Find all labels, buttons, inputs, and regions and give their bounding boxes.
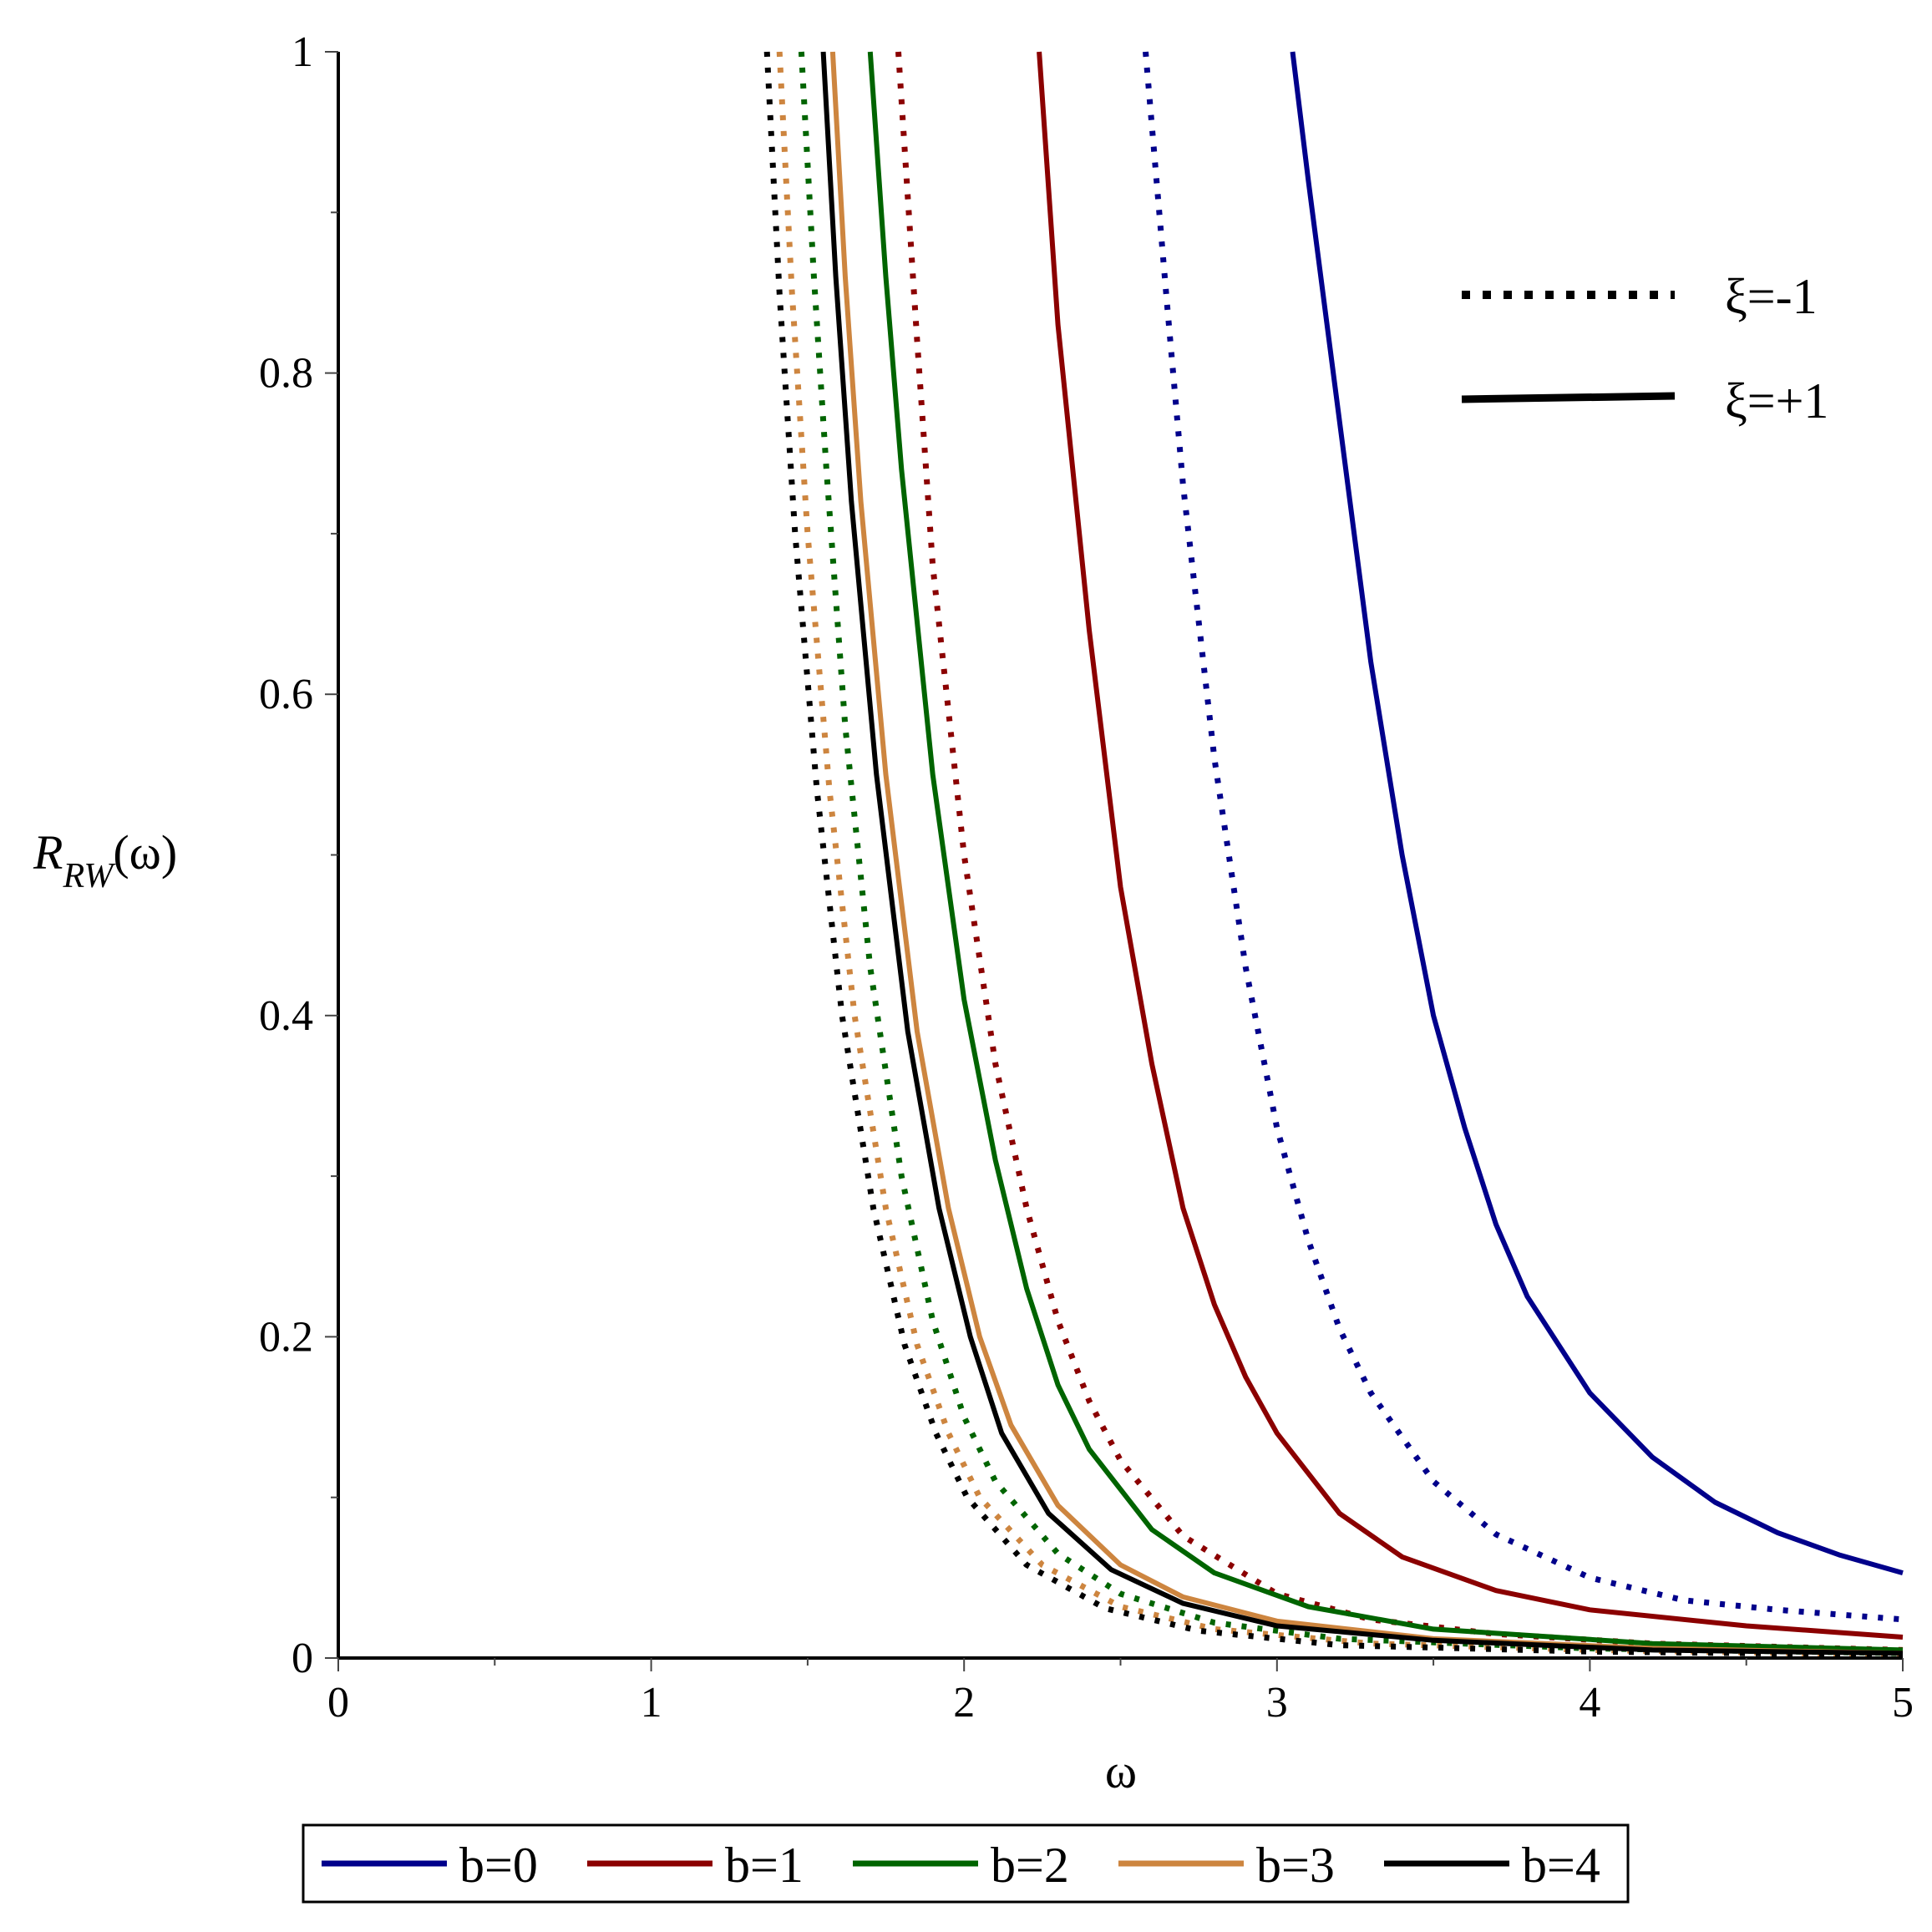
curves-layer bbox=[763, 51, 1904, 1658]
y-tick-label: 0.8 bbox=[259, 350, 313, 398]
style-legend-line-solid bbox=[1461, 392, 1676, 403]
x-tick-label: 0 bbox=[327, 1679, 349, 1727]
series-line-b2-xi-plus1 bbox=[867, 51, 1904, 1653]
series-line-b0-xi-plus1 bbox=[1290, 51, 1904, 1575]
y-tick-label: 1 bbox=[292, 28, 313, 76]
x-tick-label: 1 bbox=[641, 1679, 662, 1727]
style-legend-label: ξ=-1 bbox=[1725, 269, 1818, 324]
x-tick-label: 4 bbox=[1579, 1679, 1600, 1727]
x-axis-title: ω bbox=[1105, 1744, 1137, 1798]
series-line-b1-xi-plus1 bbox=[1037, 51, 1904, 1640]
color-legend-label: b=0 bbox=[459, 1838, 538, 1893]
series-line-b4-xi-plus1 bbox=[820, 51, 1904, 1656]
y-axis-title-main: R bbox=[33, 825, 63, 880]
series-line-b1-xi-minus1 bbox=[895, 51, 1904, 1653]
y-tick-label: 0.4 bbox=[259, 992, 313, 1040]
series-line-b3-xi-plus1 bbox=[829, 51, 1904, 1656]
color-legend-label: b=1 bbox=[725, 1838, 804, 1893]
style-legend-label: ξ=+1 bbox=[1725, 373, 1828, 428]
style-legend: ξ=-1 ξ=+1 bbox=[1461, 269, 1828, 428]
y-axis-title: RRW(ω) bbox=[33, 825, 177, 895]
color-legend-label: b=4 bbox=[1522, 1838, 1600, 1893]
x-tick-label: 5 bbox=[1892, 1679, 1914, 1727]
y-tick-label: 0.6 bbox=[259, 671, 313, 718]
series-line-b0-xi-minus1 bbox=[1143, 51, 1904, 1623]
y-axis-title-sub: RW bbox=[62, 857, 116, 895]
x-tick-label: 2 bbox=[953, 1679, 975, 1727]
color-legend-label: b=3 bbox=[1256, 1838, 1335, 1893]
y-tick-label: 0.2 bbox=[259, 1313, 313, 1361]
color-legend: b=0 b=1 b=2 b=3 b=4 bbox=[322, 1838, 1600, 1893]
color-legend-label: b=2 bbox=[991, 1838, 1069, 1893]
axes-layer: 0 1 2 3 4 5 0 0.2 0.4 0.6 0.8 1 bbox=[259, 28, 1914, 1727]
y-tick-label: 0 bbox=[292, 1635, 313, 1682]
y-axis-title-arg: (ω) bbox=[113, 825, 177, 880]
x-tick-label: 3 bbox=[1266, 1679, 1288, 1727]
